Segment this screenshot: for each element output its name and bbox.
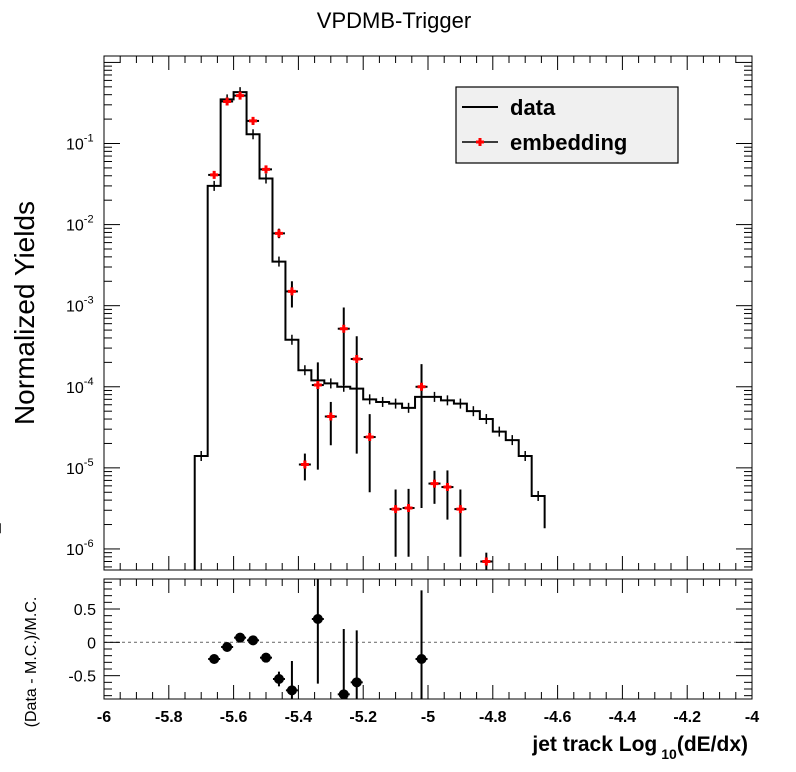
embedding-point: [352, 355, 361, 364]
legend-box: [455, 86, 679, 164]
embedding-point: [482, 557, 491, 566]
embedding-point: [326, 412, 335, 421]
ratio-point: [351, 677, 362, 688]
x-axis-label: jet track Log 10(dE/dx): [531, 733, 748, 762]
y-tick-base: 10: [66, 137, 84, 154]
embedding-point: [287, 287, 296, 296]
embedding-point: [339, 324, 348, 333]
legend-embedding-label: embedding: [510, 130, 627, 155]
y-tick-base: 10: [66, 218, 84, 235]
x-tick-label: -5.6: [220, 709, 248, 726]
y-tick-label: 10-6: [66, 538, 94, 559]
embedding-points: [208, 91, 493, 570]
main-y-axis-label: Normalized Yields: [9, 201, 40, 425]
ratio-point: [261, 652, 271, 663]
ratio-plot-frame: [103, 578, 753, 700]
embedding-point: [262, 165, 270, 174]
y-tick-label: 10-2: [66, 214, 94, 235]
x-tick-label: -4.4: [609, 709, 637, 726]
embedding-point: [313, 381, 322, 390]
ratio-y-tick-label: 0: [87, 635, 96, 652]
legend: data embedding: [455, 86, 679, 164]
y-tick-label: 10-3: [66, 295, 94, 316]
embedding-point: [404, 503, 413, 512]
y-tick-exponent: -6: [84, 538, 94, 550]
x-tick-label: -5.2: [349, 709, 377, 726]
ratio-y-tick-label: 0.5: [74, 602, 96, 619]
ratio-point: [416, 654, 427, 664]
data-histogram-line: [193, 91, 546, 570]
y-tick-exponent: -2: [84, 214, 94, 226]
embedding-point: [223, 97, 232, 106]
ratio-point: [235, 632, 246, 643]
y-tick-exponent: -4: [84, 376, 94, 388]
embedding-point: [274, 229, 283, 238]
ratio-point: [286, 685, 297, 696]
embedding-point: [300, 460, 309, 469]
y-tick-base: 10: [66, 542, 84, 559]
main-y-axis: 10-110-210-310-410-510-6: [66, 56, 753, 570]
y-tick-label: 10-5: [66, 457, 94, 478]
ratio-axes: 0.5 0 -0.5 -6 -5.8 -5.6 -5.4 -5.2 -5 -4.8 -4.6 -4.4…: [68, 579, 759, 726]
x-tick-label: -5: [421, 709, 435, 726]
y-tick-label: 10-4: [66, 376, 94, 397]
embedding-point: [430, 479, 439, 488]
ratio-points: [208, 579, 428, 700]
y-tick-label: 10-1: [66, 133, 94, 154]
embedding-point: [443, 483, 452, 492]
x-tick-label: -5.4: [285, 709, 313, 726]
x-tick-label: -4.2: [673, 709, 701, 726]
x-tick-label: -4: [745, 709, 759, 726]
embedding-point: [210, 170, 219, 179]
embedding-point: [391, 505, 400, 514]
ratio-y-tick-label: -0.5: [68, 669, 96, 686]
ratio-point: [209, 654, 220, 664]
ratio-point: [338, 689, 349, 700]
embedding-point: [417, 382, 426, 391]
embedding-point: [236, 91, 245, 100]
x-axis-label-main: jet track Log: [531, 733, 657, 756]
y-tick-exponent: -5: [84, 457, 94, 469]
embedding-point: [249, 116, 258, 125]
y-tick-base: 10: [66, 299, 84, 316]
y-tick-base: 10: [66, 380, 84, 397]
x-tick-label: -4.8: [479, 709, 507, 726]
ratio-y-axis-label: (Data - M.C.)/M.C.: [23, 597, 40, 728]
ratio-point: [248, 635, 259, 646]
ratio-plot-panel: 0.5 0 -0.5 -6 -5.8 -5.6 -5.4 -5.2 -5 -4.8 -4.6 -4.4…: [23, 578, 759, 728]
ratio-point: [273, 674, 284, 684]
y-tick-base: 10: [66, 461, 84, 478]
legend-embedding-marker: [476, 138, 484, 146]
legend-data-label: data: [510, 95, 556, 120]
ratio-point: [222, 642, 233, 652]
y-tick-exponent: -1: [84, 133, 94, 145]
y-tick-exponent: -3: [84, 295, 94, 307]
x-tick-label: -5.8: [155, 709, 183, 726]
chart-title: VPDMB-Trigger: [317, 8, 471, 33]
ratio-point: [312, 614, 323, 624]
embedding-point: [456, 505, 465, 514]
x-tick-label: -6: [97, 709, 111, 726]
x-axis-label-subscript: 10: [661, 746, 677, 762]
x-tick-label: -4.6: [544, 709, 572, 726]
x-axis-label-tail: (dE/dx): [677, 733, 748, 756]
embedding-point: [365, 433, 374, 442]
